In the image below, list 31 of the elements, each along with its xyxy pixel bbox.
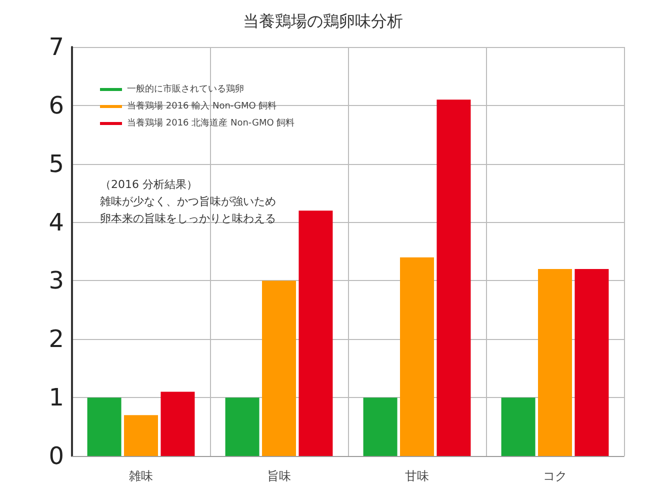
y-tick-label: 5 xyxy=(48,150,64,178)
annotation: 卵本来の旨味をしっかりと味わえる xyxy=(100,212,276,225)
y-tick-label: 6 xyxy=(48,91,64,120)
bar xyxy=(160,392,195,456)
bar xyxy=(87,398,122,456)
bar xyxy=(262,280,296,456)
x-tick-label: 旨味 xyxy=(267,469,291,483)
y-tick-label: 3 xyxy=(48,266,64,295)
annotation: 雑味が少なく、かつ旨味が強いため xyxy=(100,195,276,208)
annotation: （2016 分析結果） xyxy=(100,178,198,191)
legend-label: 当養鶏場 2016 北海道産 Non-GMO 飼料 xyxy=(127,118,295,128)
bar xyxy=(363,398,398,456)
y-tick-label: 0 xyxy=(48,442,64,470)
bar xyxy=(501,398,536,456)
x-tick-label: 甘味 xyxy=(405,469,429,483)
legend-label: 当養鶏場 2016 輸入 Non-GMO 飼料 xyxy=(127,100,277,112)
chart-title: 当養鶏場の鶏卵味分析 xyxy=(243,12,403,30)
bar xyxy=(225,398,260,456)
bar xyxy=(574,269,609,456)
bar xyxy=(400,257,434,456)
x-tick-label: コク xyxy=(543,469,567,483)
bar xyxy=(436,100,471,456)
y-tick-label: 1 xyxy=(48,384,64,412)
y-tick-label: 4 xyxy=(48,208,64,236)
y-tick-label: 7 xyxy=(48,33,64,61)
y-tick-label: 2 xyxy=(48,325,64,354)
bar xyxy=(298,210,333,456)
bar xyxy=(124,415,158,456)
legend-label: 一般的に市販されている鶏卵 xyxy=(127,84,244,94)
bar xyxy=(538,269,572,456)
x-tick-label: 雑味 xyxy=(129,469,153,483)
